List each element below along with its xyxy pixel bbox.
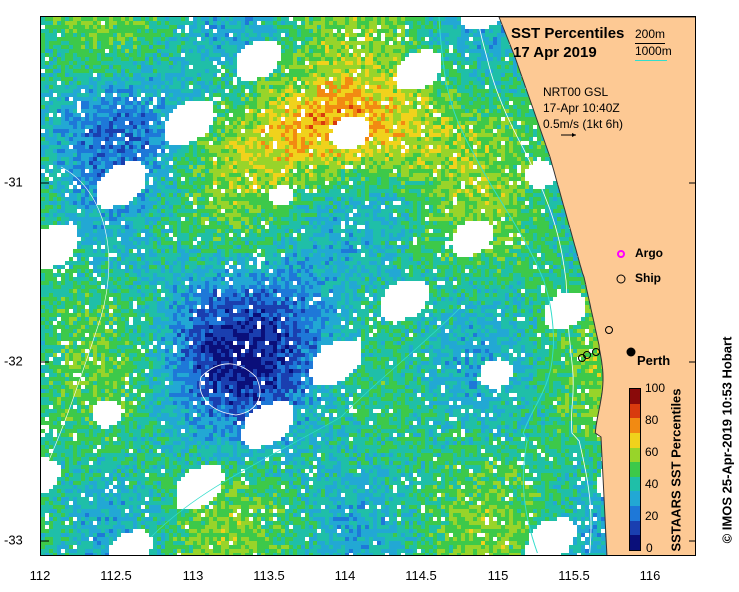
depth-contours bbox=[41, 17, 592, 554]
land-mass bbox=[498, 17, 695, 555]
colorbar-tick: 40 bbox=[645, 477, 659, 491]
colorbar-swatch bbox=[630, 432, 640, 448]
depth-contour-line bbox=[473, 17, 592, 554]
ship-label: Ship bbox=[635, 271, 661, 285]
ship-icon bbox=[616, 274, 626, 284]
colorbar-swatch bbox=[630, 535, 640, 550]
xtick-label: 112.5 bbox=[100, 568, 132, 583]
xtick-label: 114.5 bbox=[405, 568, 437, 583]
depth-contour-line bbox=[199, 363, 261, 416]
sst-map[interactable]: SST Percentiles 17 Apr 2019 200m 1000m N… bbox=[40, 16, 696, 556]
ytick-label: -33 bbox=[4, 532, 23, 548]
credit-text: © IMOS 25-Apr-2019 10:53 Hobart bbox=[719, 336, 735, 544]
ship-track-marker bbox=[592, 348, 600, 356]
colorbar-tick: 100 bbox=[645, 381, 666, 395]
depth-1000m-label: 1000m bbox=[635, 44, 672, 58]
depth-200m-line bbox=[635, 43, 665, 44]
depth-contour-line bbox=[438, 17, 554, 554]
depth-1000m-line bbox=[635, 60, 667, 61]
argo-icon bbox=[617, 250, 625, 258]
colorbar-swatch bbox=[630, 491, 640, 507]
xtick-label: 112 bbox=[29, 568, 51, 583]
colorbar-swatch bbox=[630, 403, 640, 419]
colorbar-tick: 20 bbox=[645, 509, 659, 523]
xtick-label: 114 bbox=[334, 568, 356, 583]
perth-label: Perth bbox=[637, 353, 671, 368]
colorbar-swatch bbox=[630, 520, 640, 536]
xtick-label: 113.5 bbox=[253, 568, 285, 583]
depth-200m-label: 200m bbox=[635, 27, 666, 41]
colorbar-tick: 60 bbox=[645, 445, 659, 459]
colorbar-swatch bbox=[630, 418, 640, 433]
current-scale-arrowhead bbox=[572, 133, 576, 137]
perth-city-dot bbox=[626, 347, 636, 357]
ship-track-marker bbox=[578, 354, 586, 362]
current-time: 17-Apr 10:40Z bbox=[543, 101, 620, 115]
ytick-label: -32 bbox=[4, 353, 23, 369]
colorbar-swatch bbox=[630, 462, 640, 477]
map-date: 17 Apr 2019 bbox=[513, 44, 597, 61]
sst-map-canvas bbox=[41, 17, 695, 555]
colorbar bbox=[629, 388, 641, 551]
current-scale: 0.5m/s (1kt 6h) bbox=[543, 117, 624, 131]
ytick-label: -31 bbox=[4, 174, 23, 190]
colorbar-tick: 0 bbox=[646, 541, 653, 555]
colorbar-tick: 80 bbox=[645, 413, 659, 427]
colorbar-swatch bbox=[630, 447, 640, 463]
xtick-label: 113 bbox=[182, 568, 204, 583]
current-source: NRT00 GSL bbox=[543, 85, 609, 99]
argo-label: Argo bbox=[635, 246, 663, 260]
colorbar-title: SSTAARS SST Percentiles bbox=[668, 388, 684, 552]
depth-contour-line bbox=[150, 306, 462, 538]
colorbar-swatch bbox=[630, 476, 640, 492]
xtick-label: 116 bbox=[639, 568, 661, 583]
colorbar-swatch bbox=[630, 506, 640, 521]
xtick-label: 115 bbox=[487, 568, 509, 583]
map-title: SST Percentiles bbox=[511, 25, 625, 42]
ship-track-marker bbox=[605, 326, 613, 334]
xtick-label: 115.5 bbox=[558, 568, 590, 583]
colorbar-swatch bbox=[630, 388, 640, 404]
